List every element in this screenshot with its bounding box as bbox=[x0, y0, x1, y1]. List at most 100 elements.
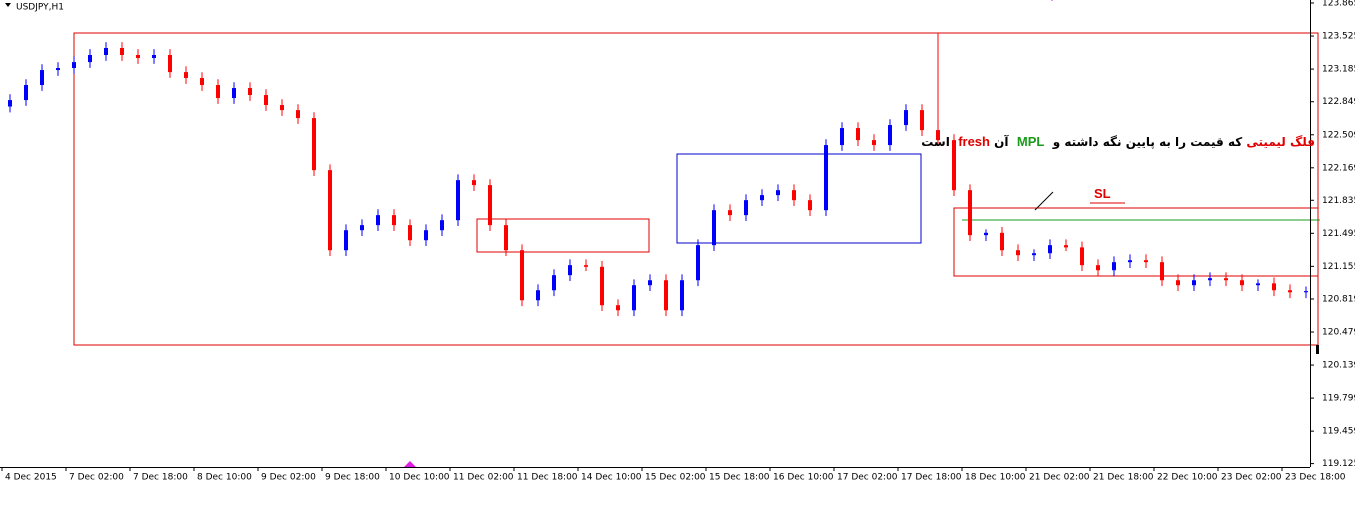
candle-body bbox=[440, 220, 444, 231]
event-marker bbox=[404, 461, 416, 467]
event-marker bbox=[1051, 0, 1053, 1]
candle-body bbox=[328, 170, 332, 251]
candle-body bbox=[776, 190, 780, 196]
y-tick-label: 119.799 bbox=[1322, 394, 1355, 404]
candle-body bbox=[1144, 260, 1148, 263]
candle-body bbox=[104, 48, 108, 55]
candle-body bbox=[296, 110, 300, 119]
candle-body bbox=[504, 225, 508, 251]
candle-body bbox=[888, 125, 892, 146]
candle-body bbox=[520, 250, 524, 301]
candle-body bbox=[488, 185, 492, 226]
candle-body bbox=[984, 232, 988, 236]
candle-body bbox=[72, 62, 76, 69]
note-part: که قیمت را به پایین نگه داشته و bbox=[1052, 135, 1243, 149]
y-tick-label: 120.479 bbox=[1322, 328, 1355, 338]
candle-body bbox=[696, 245, 700, 281]
zone-box bbox=[953, 207, 1319, 277]
x-tick-label: 7 Dec 02:00 bbox=[69, 473, 124, 483]
x-tick-label: 21 Dec 18:00 bbox=[1093, 473, 1154, 483]
candle-body bbox=[568, 265, 572, 276]
candle-body bbox=[184, 72, 188, 79]
x-tick-label: 9 Dec 18:00 bbox=[325, 473, 380, 483]
candle-body bbox=[1032, 253, 1036, 256]
menu-arrow bbox=[5, 3, 11, 7]
candle-body bbox=[344, 230, 348, 251]
zone-box bbox=[676, 153, 922, 244]
x-tick-label: 23 Dec 18:00 bbox=[1285, 473, 1346, 483]
candle-body bbox=[376, 215, 380, 226]
y-tick-label: 121.495 bbox=[1322, 229, 1355, 239]
candle-body bbox=[824, 145, 828, 211]
note-part: فلگ لیمیتی bbox=[1246, 135, 1315, 149]
x-tick-label: 18 Dec 10:00 bbox=[965, 473, 1026, 483]
candle-body bbox=[424, 230, 428, 241]
x-tick-label: 15 Dec 18:00 bbox=[709, 473, 770, 483]
y-tick-label: 122.169 bbox=[1322, 163, 1355, 173]
y-tick-label: 120.819 bbox=[1322, 294, 1355, 304]
note-part: است bbox=[921, 135, 950, 149]
candle-body bbox=[56, 68, 60, 71]
note-part: آن bbox=[994, 135, 1009, 149]
candle-body bbox=[808, 200, 812, 211]
candle-body bbox=[216, 85, 220, 99]
candle-body bbox=[600, 266, 604, 306]
candle-body bbox=[40, 70, 44, 86]
candle-body bbox=[1288, 290, 1292, 293]
price-marker bbox=[1316, 345, 1319, 354]
candle-body bbox=[392, 215, 396, 226]
candle-body bbox=[264, 95, 268, 106]
candle-body bbox=[152, 54, 156, 59]
candle-body bbox=[1096, 265, 1100, 271]
candle-body bbox=[1192, 280, 1196, 286]
x-tick-label: 15 Dec 02:00 bbox=[645, 473, 706, 483]
candle-body bbox=[744, 200, 748, 216]
candle-body bbox=[792, 190, 796, 201]
note-part: MPL bbox=[1016, 134, 1045, 149]
chart-title: USDJPY,H1 bbox=[16, 3, 64, 13]
candle-body bbox=[760, 195, 764, 201]
y-tick-label: 123.525 bbox=[1322, 32, 1355, 42]
arrow-line bbox=[1034, 191, 1054, 211]
y-tick-label: 122.849 bbox=[1322, 97, 1355, 107]
candle-body bbox=[856, 128, 860, 141]
annotation: فلگ لیمیتی که قیمت را به پایین نگه داشته… bbox=[921, 134, 1315, 149]
candle-body bbox=[712, 210, 716, 246]
candle-body bbox=[1000, 232, 1004, 251]
candle-body bbox=[360, 225, 364, 231]
candle-body bbox=[680, 280, 684, 311]
zone-box bbox=[73, 32, 1319, 346]
candle-body bbox=[1208, 278, 1212, 281]
y-tick-label: 121.155 bbox=[1322, 262, 1355, 272]
candle-body bbox=[936, 130, 940, 141]
sl-label: SL bbox=[1094, 186, 1111, 201]
candle-body bbox=[664, 280, 668, 311]
candle-body bbox=[200, 78, 204, 86]
candle-body bbox=[280, 105, 284, 111]
candle-body bbox=[968, 190, 972, 236]
candle-body bbox=[1240, 280, 1244, 286]
candle-body bbox=[840, 128, 844, 146]
note-part: fresh bbox=[958, 134, 990, 149]
y-tick-label: 120.139 bbox=[1322, 361, 1355, 371]
candle-body bbox=[88, 54, 92, 63]
candle-body bbox=[24, 85, 28, 101]
candle-body bbox=[1256, 283, 1260, 286]
x-tick-label: 4 Dec 2015 bbox=[5, 473, 57, 483]
candle-body bbox=[904, 110, 908, 126]
candle-body bbox=[920, 110, 924, 131]
candle-body bbox=[1080, 247, 1084, 266]
candle-body bbox=[1272, 283, 1276, 291]
y-tick-label: 123.865 bbox=[1322, 0, 1355, 9]
y-tick-label: 123.185 bbox=[1322, 65, 1355, 75]
candle-body bbox=[136, 54, 140, 59]
x-tick-label: 11 Dec 02:00 bbox=[453, 473, 514, 483]
candle-body bbox=[248, 88, 252, 96]
zone-box bbox=[476, 218, 650, 253]
x-tick-label: 16 Dec 10:00 bbox=[773, 473, 834, 483]
candle-body bbox=[232, 88, 236, 99]
candle-body bbox=[952, 140, 956, 191]
candle-body bbox=[616, 305, 620, 311]
candle-body bbox=[120, 48, 124, 55]
